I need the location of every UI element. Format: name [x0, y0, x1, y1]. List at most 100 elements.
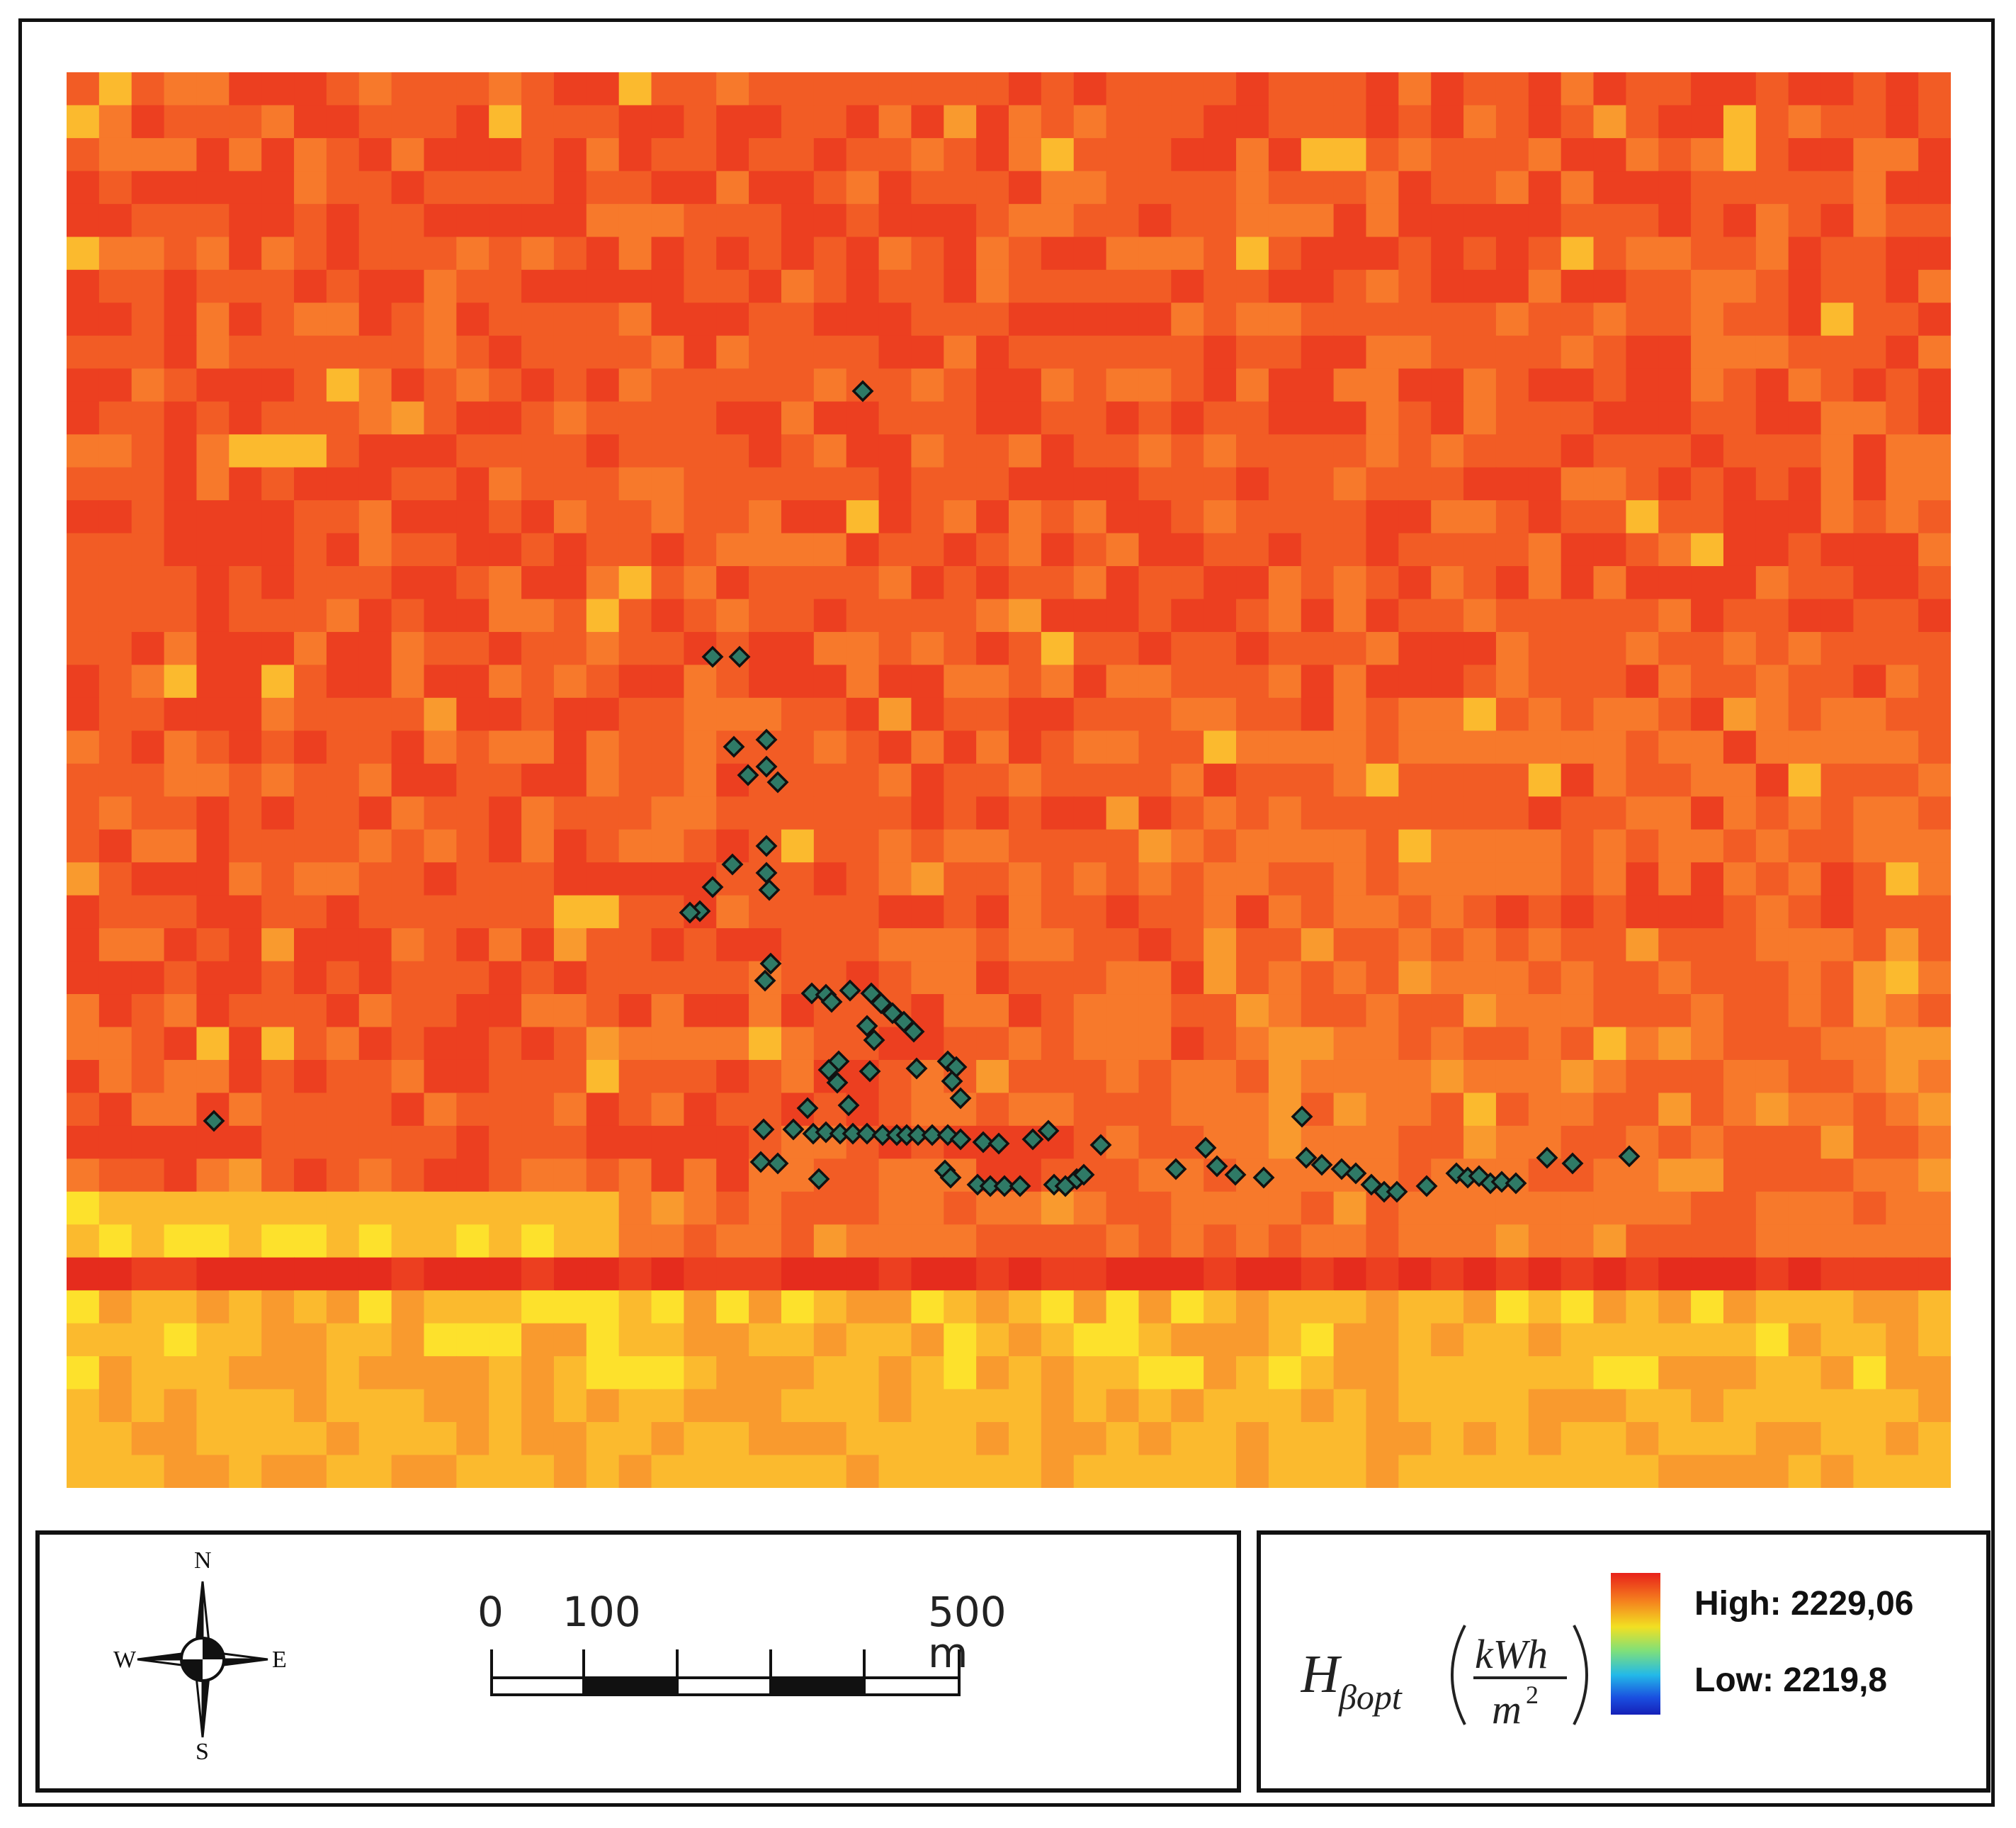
site-point-marker[interactable]: [1386, 1180, 1408, 1203]
site-point-marker[interactable]: [1415, 1175, 1438, 1197]
raster-cell: [1366, 533, 1399, 567]
raster-cell: [1041, 599, 1075, 633]
raster-cell: [489, 631, 522, 665]
site-point-marker[interactable]: [755, 728, 778, 751]
site-point-marker[interactable]: [782, 1118, 805, 1141]
site-point-marker[interactable]: [755, 862, 778, 884]
site-point-marker[interactable]: [859, 1060, 881, 1083]
raster-cell: [1106, 303, 1140, 337]
raster-cell: [1918, 401, 1951, 435]
raster-cell: [67, 72, 100, 106]
site-point-marker[interactable]: [759, 952, 782, 975]
site-point-marker[interactable]: [1089, 1134, 1112, 1156]
raster-cell: [391, 533, 425, 567]
raster-cell: [1626, 665, 1659, 699]
raster-cell: [1691, 335, 1724, 369]
site-point-marker[interactable]: [1224, 1163, 1247, 1186]
site-point-marker[interactable]: [1009, 1175, 1031, 1197]
raster-cell: [976, 565, 1009, 600]
raster-cell: [294, 269, 327, 303]
raster-cell: [164, 697, 198, 731]
site-point-marker[interactable]: [1505, 1172, 1527, 1195]
raster-cell: [1626, 303, 1659, 337]
site-point-marker[interactable]: [752, 1118, 775, 1141]
site-point-marker[interactable]: [1561, 1152, 1584, 1175]
raster-cell: [196, 137, 230, 171]
raster-cell: [976, 237, 1009, 271]
raster-cell: [1886, 500, 1919, 534]
site-point-marker[interactable]: [1536, 1146, 1558, 1169]
raster-cell: [67, 697, 100, 731]
site-point-marker[interactable]: [1021, 1128, 1044, 1151]
site-point-marker[interactable]: [1165, 1158, 1187, 1180]
raster-cell: [489, 697, 522, 731]
raster-cell: [1431, 467, 1464, 501]
raster-cell: [651, 631, 684, 665]
site-point-marker[interactable]: [837, 1094, 860, 1117]
raster-cell: [813, 467, 847, 501]
raster-cell: [489, 565, 522, 600]
site-point-marker[interactable]: [701, 876, 724, 898]
raster-cell: [98, 500, 132, 534]
site-point-marker[interactable]: [203, 1110, 225, 1132]
raster-cell: [358, 137, 392, 171]
site-point-marker[interactable]: [1252, 1166, 1275, 1189]
raster-cell: [1691, 533, 1724, 567]
raster-cell: [618, 269, 652, 303]
raster-cell: [1626, 105, 1659, 139]
site-point-marker[interactable]: [737, 764, 759, 786]
raster-cell: [618, 631, 652, 665]
raster-cell: [1626, 269, 1659, 303]
site-point-marker[interactable]: [749, 1151, 772, 1173]
site-point-marker[interactable]: [723, 735, 745, 758]
raster-cell: [1820, 500, 1854, 534]
raster-cell: [1495, 303, 1529, 337]
site-point-marker[interactable]: [1037, 1119, 1060, 1142]
site-point-marker[interactable]: [755, 755, 778, 778]
site-point-marker[interactable]: [721, 853, 744, 876]
site-point-marker[interactable]: [851, 380, 874, 402]
raster-cell: [391, 665, 425, 699]
site-point-marker[interactable]: [839, 979, 861, 1002]
site-point-marker[interactable]: [766, 771, 789, 794]
raster-cell: [164, 665, 198, 699]
raster-cell: [1009, 500, 1042, 534]
raster-cell: [67, 137, 100, 171]
raster-map[interactable]: [67, 72, 1951, 1488]
site-point-marker[interactable]: [755, 835, 778, 857]
site-point-marker[interactable]: [701, 645, 724, 668]
raster-cell: [1204, 697, 1237, 731]
raster-cell: [781, 434, 815, 468]
site-point-marker[interactable]: [754, 969, 776, 992]
raster-cell: [326, 533, 360, 567]
raster-cell: [391, 269, 425, 303]
raster-cell: [164, 467, 198, 501]
site-point-marker[interactable]: [808, 1168, 830, 1190]
raster-cell: [456, 203, 489, 237]
raster-cell: [1658, 368, 1692, 402]
raster-cell: [1268, 500, 1302, 534]
site-point-marker[interactable]: [1291, 1105, 1313, 1128]
site-point-marker[interactable]: [766, 1152, 789, 1175]
site-point-marker[interactable]: [949, 1087, 972, 1110]
raster-cell: [1495, 500, 1529, 534]
site-point-marker[interactable]: [728, 645, 751, 668]
site-point-marker[interactable]: [758, 879, 781, 901]
site-point-marker[interactable]: [796, 1097, 819, 1119]
raster-cell: [878, 237, 912, 271]
site-point-marker[interactable]: [1618, 1145, 1641, 1168]
site-point-marker[interactable]: [1206, 1155, 1228, 1178]
site-point-marker[interactable]: [905, 1057, 928, 1080]
raster-cell: [1658, 72, 1692, 106]
site-point-marker[interactable]: [987, 1132, 1010, 1155]
raster-cell: [131, 533, 165, 567]
raster-cell: [781, 171, 815, 205]
raster-cell: [1788, 237, 1822, 271]
raster-cell: [911, 533, 944, 567]
raster-cell: [1073, 500, 1107, 534]
site-point-marker[interactable]: [1194, 1136, 1217, 1159]
raster-cell: [358, 335, 392, 369]
raster-cell: [326, 72, 360, 106]
raster-cell: [1626, 533, 1659, 567]
raster-cell: [1788, 467, 1822, 501]
